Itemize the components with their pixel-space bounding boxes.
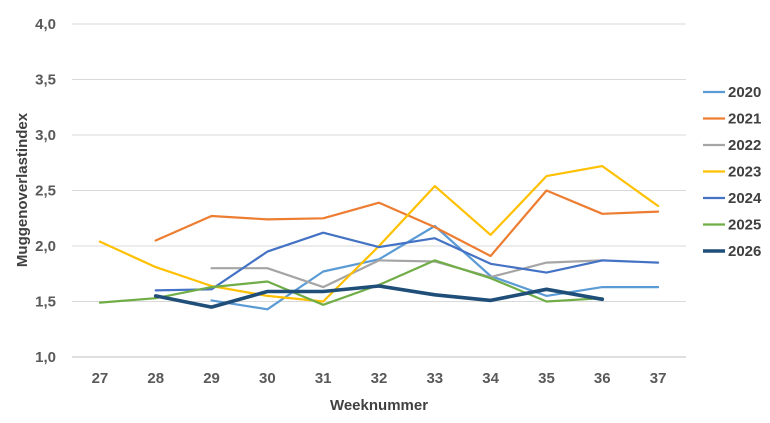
legend-label: 2023 [728,164,761,181]
series-line-2023 [98,165,660,303]
x-axis-title: Weeknummer [330,397,428,414]
legend-label: 2022 [728,137,761,154]
x-tick-label: 35 [538,370,555,387]
legend-label: 2020 [728,84,761,101]
x-axis-ticks: 27 28 29 30 31 32 33 34 35 36 37 [92,370,667,387]
x-tick-label: 31 [315,370,332,387]
x-tick-label: 33 [426,370,443,387]
legend-label: 2025 [728,217,761,234]
y-tick-label: 2,0 [35,238,56,255]
x-tick-label: 28 [147,370,164,387]
y-tick-label: 2,5 [35,183,56,200]
legend: 2020 2021 2022 2023 2024 2025 2026 [703,84,762,260]
x-tick-label: 29 [203,370,220,387]
x-tick-label: 30 [259,370,276,387]
y-axis-ticks: 1,0 1,5 2,0 2,5 3,0 3,5 4,0 [35,16,56,366]
legend-label: 2026 [728,243,761,260]
legend-label: 2021 [728,111,761,128]
series-line-2026 [153,284,605,309]
series-lines [98,165,660,311]
legend-label: 2024 [728,190,762,207]
series-line-2024 [154,231,660,292]
series-line-2025 [98,259,604,306]
x-tick-label: 32 [371,370,388,387]
y-tick-label: 3,5 [35,72,56,89]
x-tick-label: 27 [92,370,109,387]
x-tick-label: 37 [650,370,667,387]
y-tick-label: 1,5 [35,294,56,311]
gridlines [72,23,686,358]
x-tick-label: 34 [482,370,499,387]
y-axis-title: Muggenoverlastindex [14,112,31,267]
y-tick-label: 4,0 [35,16,56,33]
series-line-2022 [210,259,604,289]
y-tick-label: 1,0 [35,349,56,366]
x-tick-label: 36 [594,370,611,387]
y-tick-label: 3,0 [35,127,56,144]
